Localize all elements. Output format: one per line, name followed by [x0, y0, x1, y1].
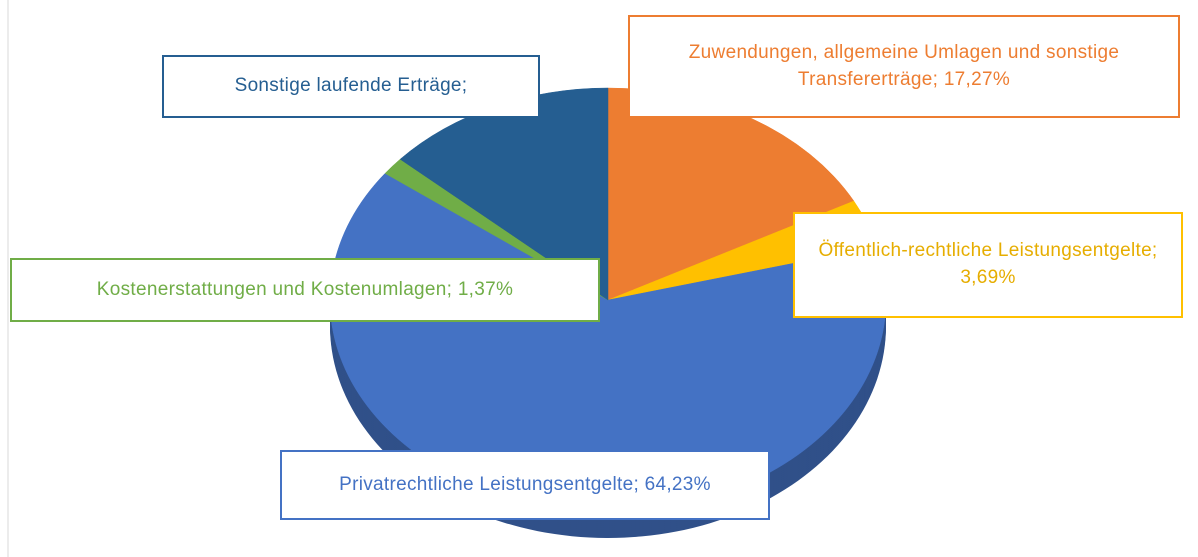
- data-label: Öffentlich-rechtliche Leistungsentgelte;…: [793, 212, 1183, 318]
- data-label: Zuwendungen, allgemeine Umlagen und sons…: [628, 15, 1180, 118]
- data-label: Sonstige laufende Erträge;: [162, 55, 540, 118]
- data-label: Kostenerstattungen und Kostenumlagen; 1,…: [10, 258, 600, 322]
- data-label: Privatrechtliche Leistungsentgelte; 64,2…: [280, 450, 770, 520]
